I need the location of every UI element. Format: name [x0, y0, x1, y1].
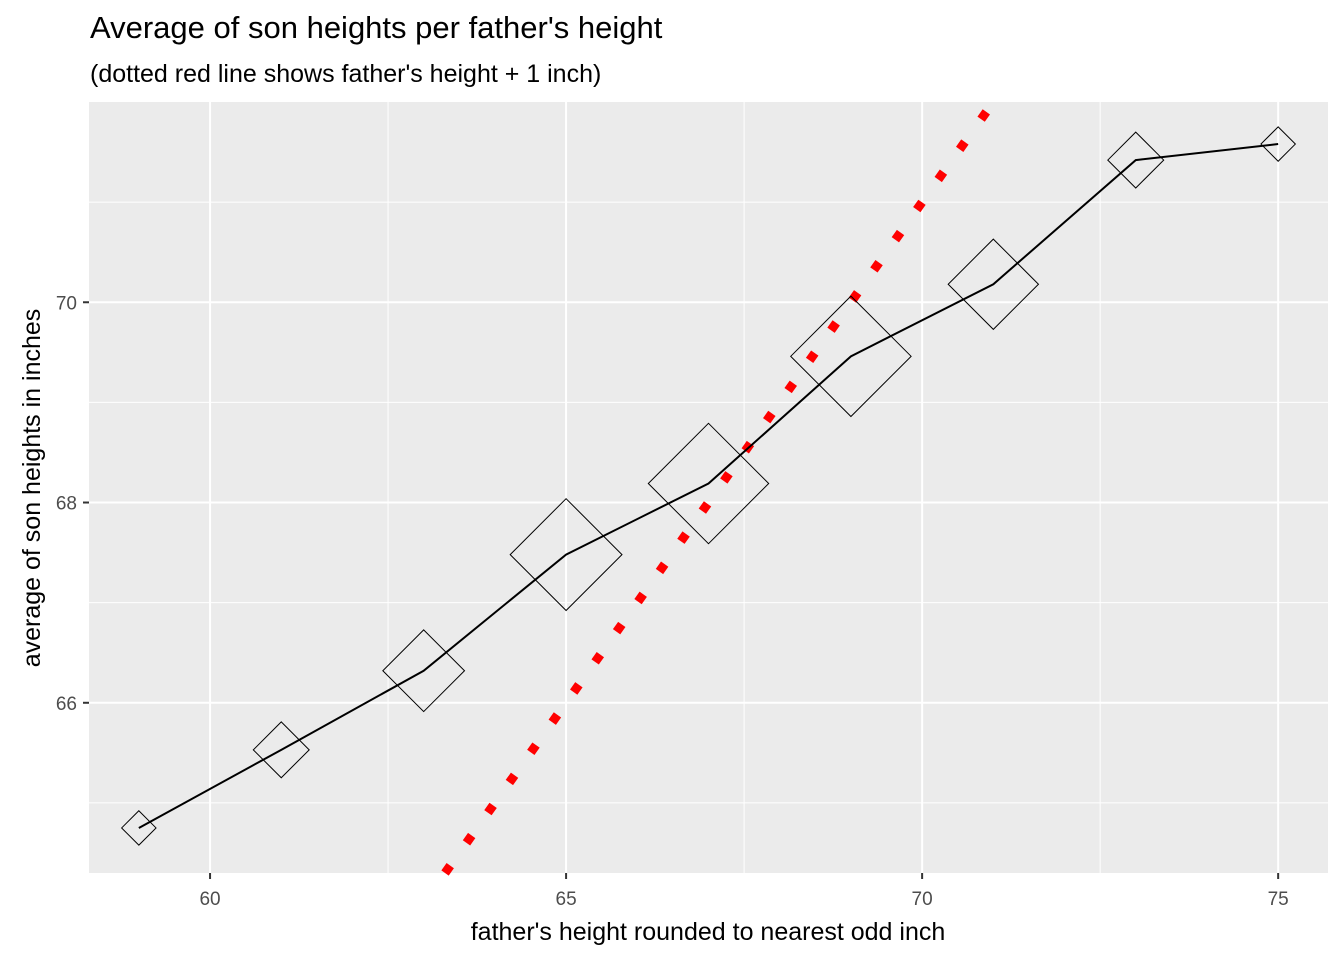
y-tick-label: 70: [56, 293, 77, 314]
data-point-marker: [252, 721, 310, 779]
data-point-marker: [509, 497, 623, 612]
x-axis-title: father's height rounded to nearest odd i…: [471, 918, 946, 946]
data-point-marker: [1260, 126, 1297, 162]
data-point-marker: [382, 629, 466, 713]
data-point-marker: [647, 422, 770, 545]
x-tick-label: 75: [1268, 889, 1289, 910]
major-grid: [89, 102, 1328, 873]
data-point-marker: [790, 295, 912, 418]
y-tick-label: 68: [56, 494, 77, 515]
data-point-marker: [1107, 131, 1165, 189]
data-point-marker: [947, 238, 1040, 331]
data-point-marker: [120, 810, 157, 846]
chart-subtitle: (dotted red line shows father's height +…: [90, 60, 602, 88]
y-axis-title: average of son heights in inches: [18, 309, 46, 668]
x-tick-label: 65: [556, 889, 577, 910]
data-points: [120, 126, 1297, 846]
x-tick-label: 60: [199, 889, 220, 910]
series-polyline: [138, 143, 1279, 829]
plot-panel: [89, 102, 1328, 873]
y-tick-label: 66: [56, 694, 77, 715]
x-tick-label: 70: [912, 889, 933, 910]
minor-grid: [89, 102, 1328, 873]
tick-labels: 60 65 70 75 66 68 70: [56, 293, 1289, 910]
series-line: [138, 143, 1279, 829]
chart-title: Average of son heights per father's heig…: [90, 10, 663, 45]
axis-ticks: [83, 301, 1280, 879]
